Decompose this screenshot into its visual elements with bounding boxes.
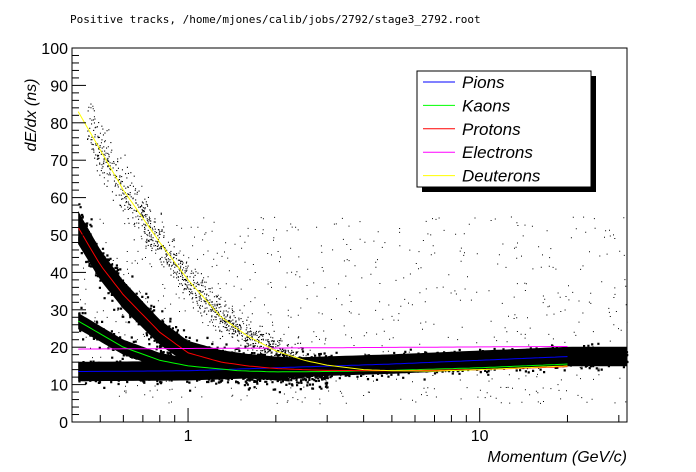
x-tick-label: 10 [471, 428, 489, 445]
y-tick-label: 100 [41, 41, 68, 58]
legend-label-deuterons: Deuterons [462, 167, 541, 186]
y-tick-label: 50 [50, 228, 68, 245]
y-tick-label: 0 [59, 415, 68, 432]
y-tick-label: 90 [50, 78, 68, 95]
x-axis-label: Momentum (GeV/c) [487, 449, 627, 466]
curves-layer [77, 111, 568, 373]
scatter-points [78, 103, 629, 405]
x-tick-label: 1 [184, 428, 193, 445]
legend-label-pions: Pions [462, 73, 505, 92]
y-axis-label: dE/dx (ns) [23, 79, 40, 152]
legend: Pions Kaons Protons Electrons Deuterons [416, 70, 596, 192]
y-tick-label: 30 [50, 303, 68, 320]
y-tick-label: 40 [50, 265, 68, 282]
scatter-cloud [78, 103, 629, 405]
curve-electrons [78, 346, 568, 350]
y-tick-label: 70 [50, 153, 68, 170]
scatter-band [78, 211, 288, 381]
legend-label-kaons: Kaons [462, 96, 511, 115]
y-tick-label: 60 [50, 191, 68, 208]
curve-pions [78, 356, 568, 372]
legend-entries: Pions Kaons Protons Electrons Deuterons [423, 73, 541, 186]
curve-kaons [77, 320, 568, 373]
curve-deuterons [77, 111, 568, 372]
legend-label-protons: Protons [462, 120, 521, 139]
chart-title: Positive tracks, /home/mjones/calib/jobs… [70, 13, 481, 26]
legend-label-electrons: Electrons [462, 143, 533, 162]
y-tick-label: 80 [50, 116, 68, 133]
y-tick-label: 10 [50, 378, 68, 395]
y-tick-label: 20 [50, 340, 68, 357]
